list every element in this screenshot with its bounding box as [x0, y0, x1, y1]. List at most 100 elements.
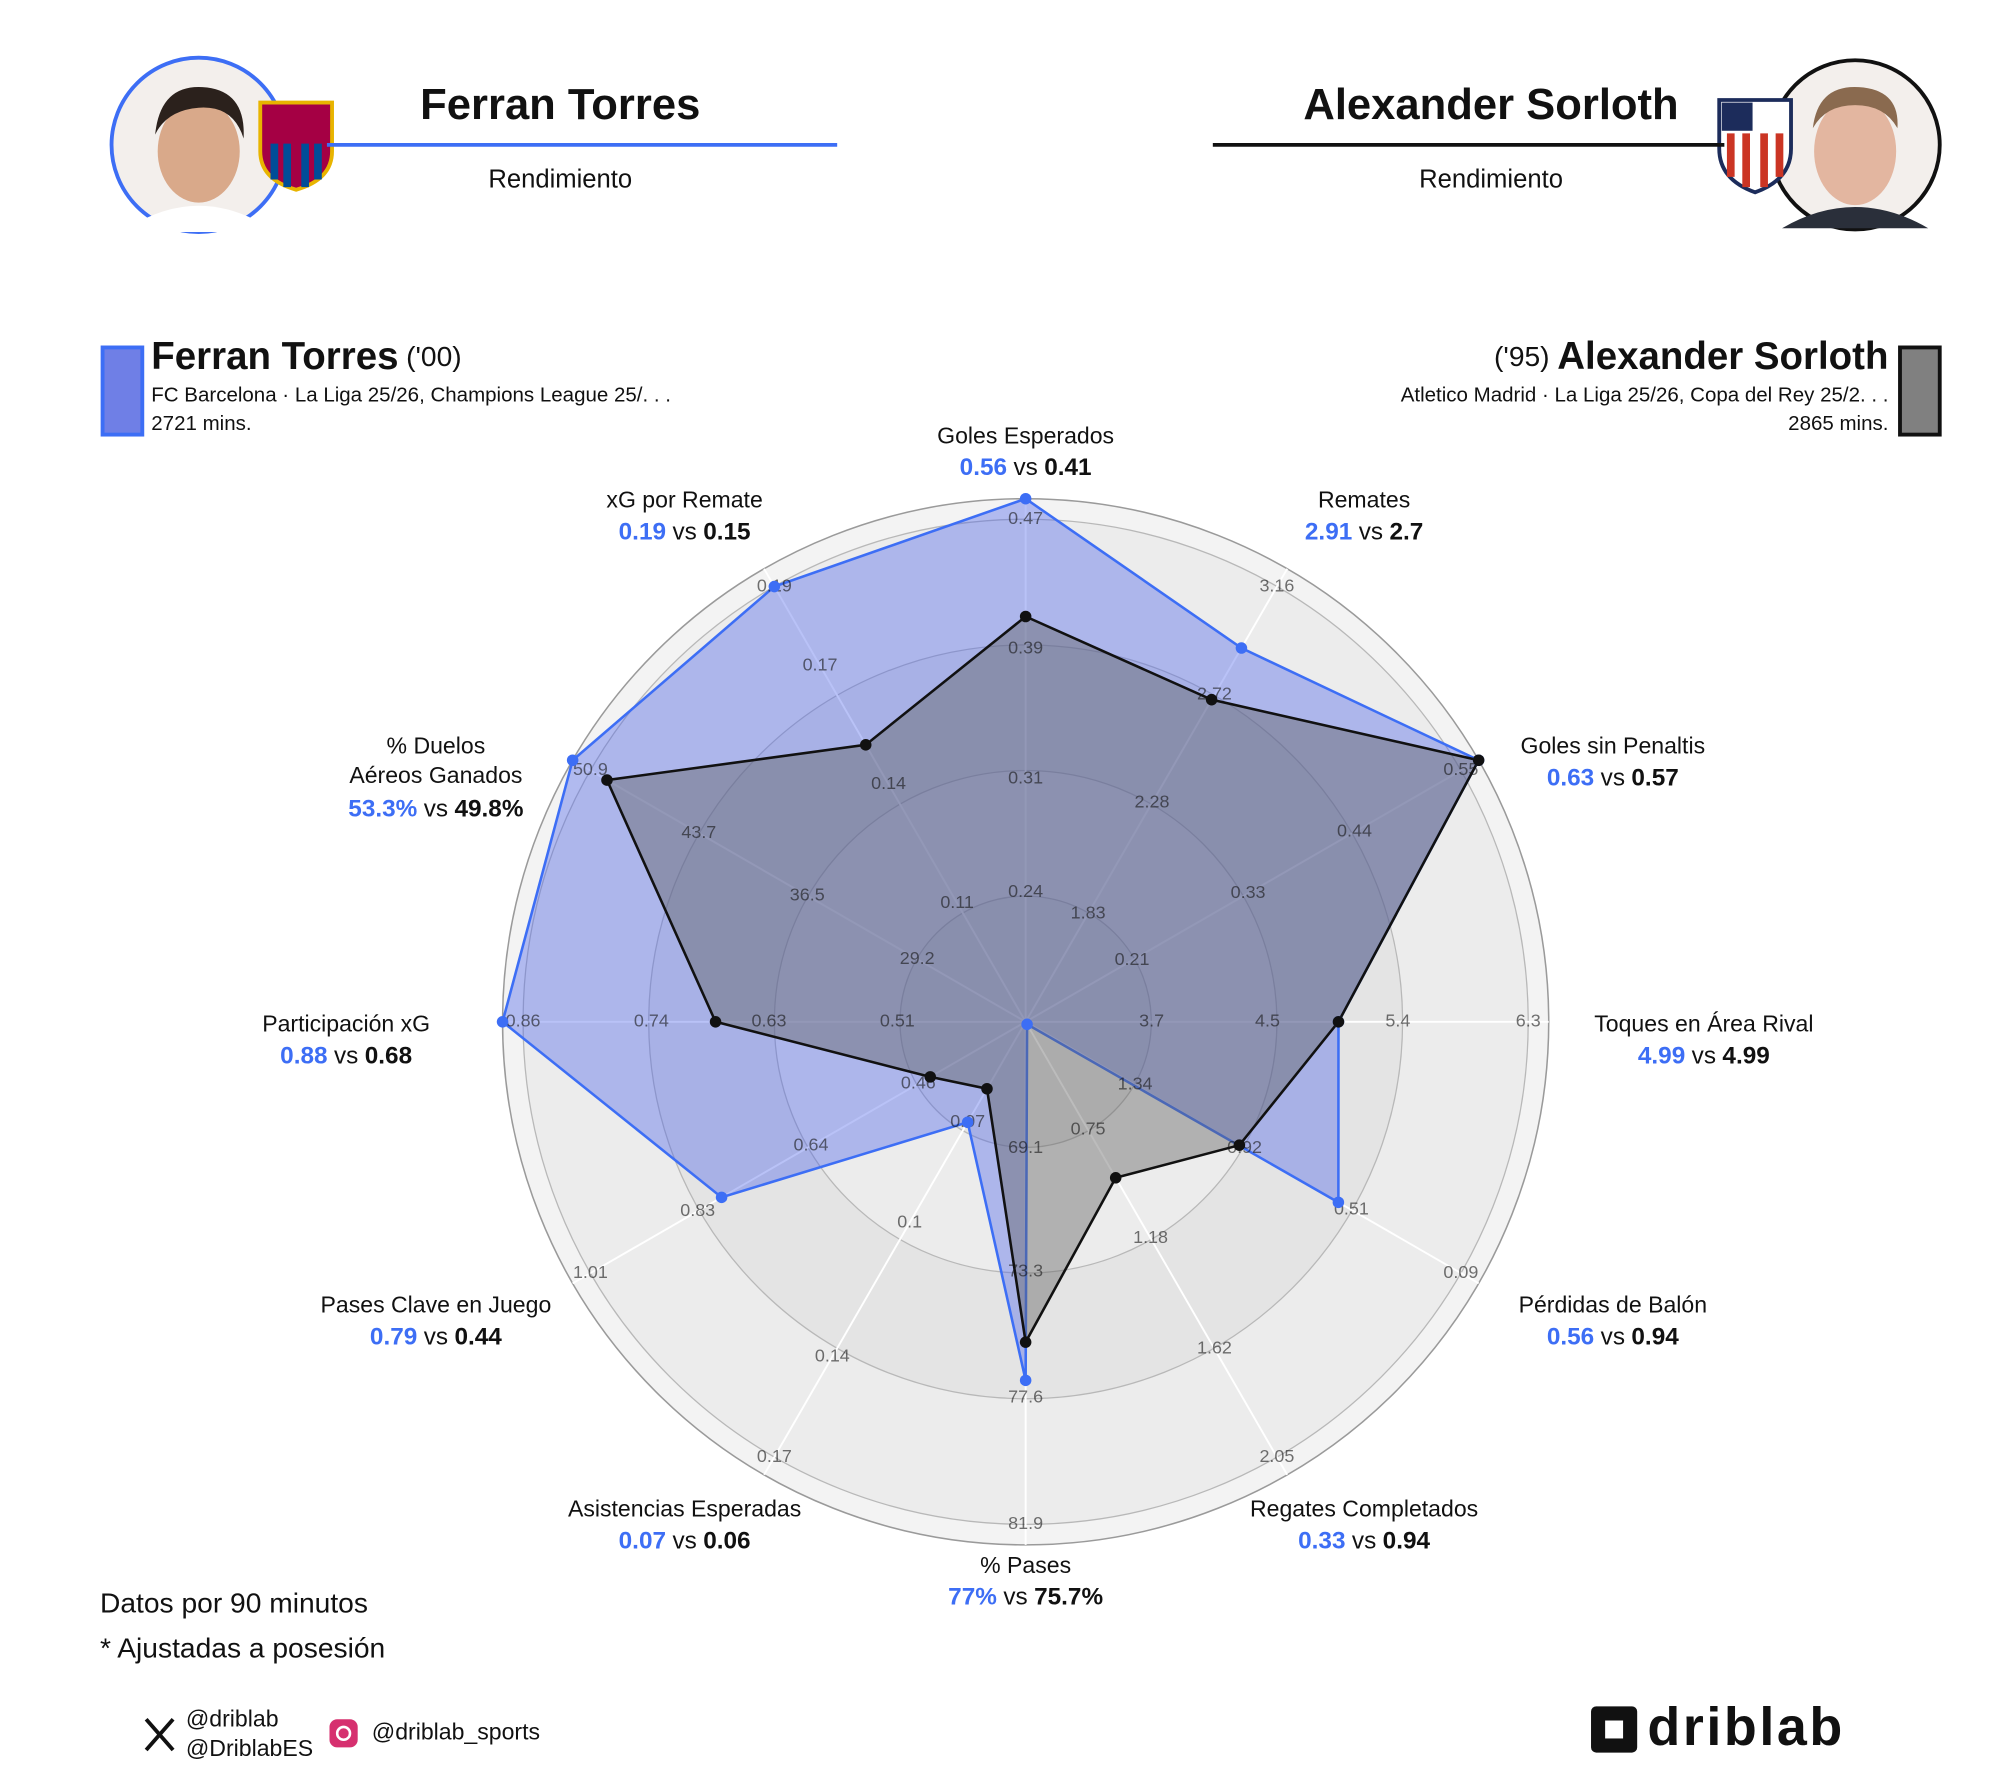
legend-club: FC Barcelona · La Liga 25/26, Champions … [151, 384, 671, 407]
value-label: 0.56 [1547, 1324, 1594, 1351]
legend-title: ('95) Alexander Sorloth [1494, 335, 1888, 378]
axis-tick-label: 1.01 [573, 1262, 608, 1282]
value-label: 2.7 [1389, 519, 1423, 546]
axis-tick-label: 0.24 [1008, 881, 1043, 901]
spoke [1024, 1021, 1289, 1476]
crest-stripes [270, 143, 322, 188]
spoke [572, 759, 1027, 1023]
axis-tick-label: 0.86 [506, 1011, 541, 1031]
spoke [572, 1020, 1027, 1285]
series-point [1019, 610, 1032, 623]
value-label: 0.57 [1631, 765, 1678, 792]
series-point [1332, 1196, 1345, 1209]
axis-tick-label: 6.3 [1516, 1011, 1541, 1031]
series-point [1472, 754, 1485, 767]
value-label: 4.99 [1722, 1043, 1769, 1070]
axis-tick-label: 73.3 [1008, 1260, 1043, 1280]
axis-label-line: % Duelos [387, 733, 486, 759]
legend-mins: 2865 mins. [1788, 412, 1888, 435]
axis-tick-label: 0.33 [1231, 882, 1266, 902]
x-handle: @DriblabES [186, 1735, 313, 1761]
axis-tick-label: 0.75 [1071, 1119, 1106, 1139]
face [1814, 97, 1897, 206]
footer: @driblab @DriblabES @driblab_sports drib… [144, 1697, 1842, 1761]
axis-tick-label: 36.5 [790, 884, 825, 904]
value-pair: 2.91 vs 2.7 [1305, 519, 1423, 546]
axis-tick-label: 69.1 [1008, 1137, 1043, 1157]
axis-tick-label: 3.16 [1259, 575, 1294, 595]
value-label: 0.41 [1044, 455, 1091, 482]
series-point [1021, 1018, 1033, 1031]
vs-label: vs [1692, 1043, 1716, 1070]
legend-mins: 2721 mins. [151, 412, 251, 435]
axis-label: xG por Remate [606, 486, 762, 512]
value-label: 75.7% [1034, 1584, 1103, 1611]
radar-chart: 0.24 0.31 0.39 0.47 1.83 2.28 2.72 3.16 0.21 0.33… [262, 422, 1813, 1611]
axis-tick-label: 2.05 [1259, 1446, 1294, 1466]
axis-tick-label: 1.62 [1197, 1338, 1232, 1358]
axis-tick-label: 0.21 [1115, 949, 1150, 969]
value-label: 0.15 [703, 519, 750, 546]
value-label: 0.88 [280, 1043, 327, 1070]
vs-label: vs [1352, 1528, 1376, 1555]
series-point [1233, 1139, 1246, 1151]
axis-label: Toques en Área Rival [1594, 1011, 1813, 1037]
axis-tick-label: 0.31 [1008, 767, 1043, 787]
axis-tick-label: 0.11 [940, 892, 974, 912]
series-point [601, 774, 613, 786]
value-pair: 4.99 vs 4.99 [1638, 1043, 1770, 1070]
series-point [709, 1016, 722, 1028]
note: * Ajustadas a posesión [100, 1631, 385, 1663]
logo-mark-inner [1605, 1720, 1624, 1739]
series-point [924, 1071, 937, 1083]
vs-label: vs [672, 1528, 696, 1555]
value-pair: 77% vs 75.7% [948, 1584, 1103, 1611]
series-point [715, 1191, 728, 1204]
axis-label: Participación xG [262, 1011, 430, 1037]
axis-tick-label: 0.39 [1008, 638, 1043, 658]
axis-label: Pérdidas de Balón [1519, 1292, 1707, 1318]
axis-tick-label: 50.9 [573, 759, 608, 779]
axis-label: Regates Completados [1250, 1495, 1478, 1521]
series-point [859, 739, 872, 751]
player-subtitle: Rendimiento [488, 166, 632, 194]
value-pair: 0.63 vs 0.57 [1547, 765, 1679, 792]
value-label: 49.8% [454, 796, 523, 823]
axis-tick-label: 0.09 [1443, 1262, 1478, 1282]
axis-label: Goles Esperados [937, 422, 1114, 448]
value-pair: 0.88 vs 0.68 [280, 1043, 412, 1070]
value-pair: 0.56 vs 0.41 [960, 455, 1092, 482]
axis-label: Asistencias Esperadas [568, 1495, 801, 1521]
series-point [768, 580, 781, 593]
axis-tick-label: 0.14 [815, 1345, 850, 1365]
value-label: 2.91 [1305, 519, 1352, 546]
series-point [1332, 1016, 1345, 1028]
value-pair: 0.56 vs 0.94 [1547, 1324, 1679, 1351]
vs-label: vs [1601, 765, 1625, 792]
player-name: Ferran Torres [420, 81, 700, 129]
axis-tick-label: 0.17 [757, 1446, 792, 1466]
spoke [763, 568, 1027, 1023]
series-point [1019, 492, 1032, 505]
axis-tick-label: 43.7 [681, 822, 716, 842]
instagram-icon [329, 1719, 358, 1748]
vs-label: vs [1601, 1324, 1625, 1351]
axis-tick-label: 0.64 [794, 1134, 829, 1154]
instagram-handle: @driblab_sports [372, 1718, 540, 1744]
vs-label: vs [672, 519, 696, 546]
legend-year: ('95) [1494, 340, 1550, 372]
series-point [1205, 693, 1218, 706]
note: Datos por 90 minutos [100, 1587, 368, 1619]
axis-label: % Duelos Aéreos Ganados [349, 733, 522, 788]
value-label: 0.44 [454, 1324, 502, 1351]
axis-tick-label: 1.18 [1133, 1227, 1168, 1247]
value-label: 0.06 [703, 1528, 750, 1555]
crest-stripes [1726, 133, 1784, 188]
axis-label: Goles sin Penaltis [1521, 733, 1706, 759]
value-label: 4.99 [1638, 1043, 1685, 1070]
value-pair: 53.3% vs 49.8% [348, 796, 523, 823]
value-label: 0.19 [619, 519, 666, 546]
series-point [496, 1016, 509, 1028]
value-pair: 0.07 vs 0.06 [619, 1528, 751, 1555]
